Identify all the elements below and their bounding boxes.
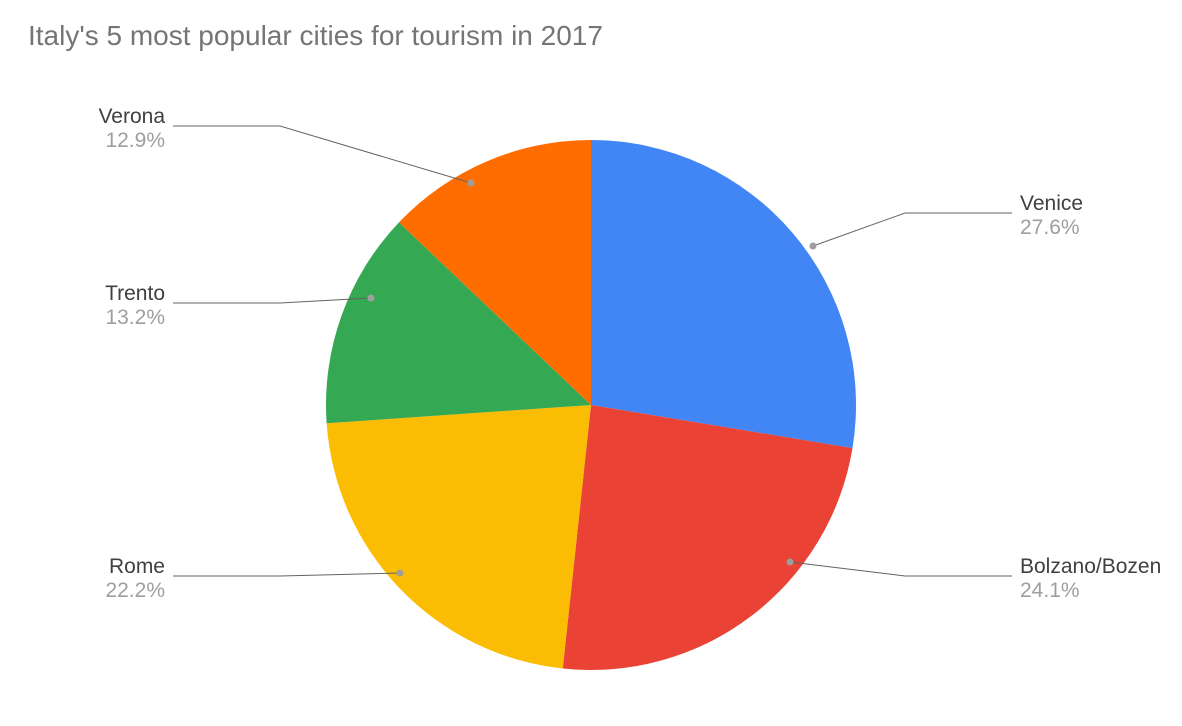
slice-label-name: Venice [1020,192,1083,216]
slice-label-name: Rome [105,555,165,579]
slice-label-name: Trento [105,282,165,306]
slice-label-pct: 24.1% [1020,579,1161,603]
pie-slice [563,405,853,670]
slice-label-venice: Venice 27.6% [1020,192,1083,240]
leader-dot [397,570,404,577]
slice-label-pct: 27.6% [1020,216,1083,240]
leader-line [173,126,471,183]
leader-line [813,213,1012,246]
slice-label-name: Verona [98,105,165,129]
slice-label-pct: 22.2% [105,579,165,603]
slice-label-name: Bolzano/Bozen [1020,555,1161,579]
leader-line [790,562,1012,576]
leader-dot [787,559,794,566]
pie-slice [327,405,591,668]
leader-dot [810,243,817,250]
leader-dot [368,295,375,302]
pie-chart-svg [0,0,1182,726]
leader-line [173,298,371,303]
slice-label-verona: Verona 12.9% [98,105,165,153]
pie-slice [591,140,856,448]
chart-title: Italy's 5 most popular cities for touris… [28,20,603,52]
slice-label-rome: Rome 22.2% [105,555,165,603]
leader-line [173,573,400,576]
slice-label-pct: 12.9% [98,129,165,153]
pie-chart-container: Italy's 5 most popular cities for touris… [0,0,1182,726]
slice-label-bolzano: Bolzano/Bozen 24.1% [1020,555,1161,603]
slice-label-pct: 13.2% [105,306,165,330]
slice-label-trento: Trento 13.2% [105,282,165,330]
leader-dot [468,180,475,187]
